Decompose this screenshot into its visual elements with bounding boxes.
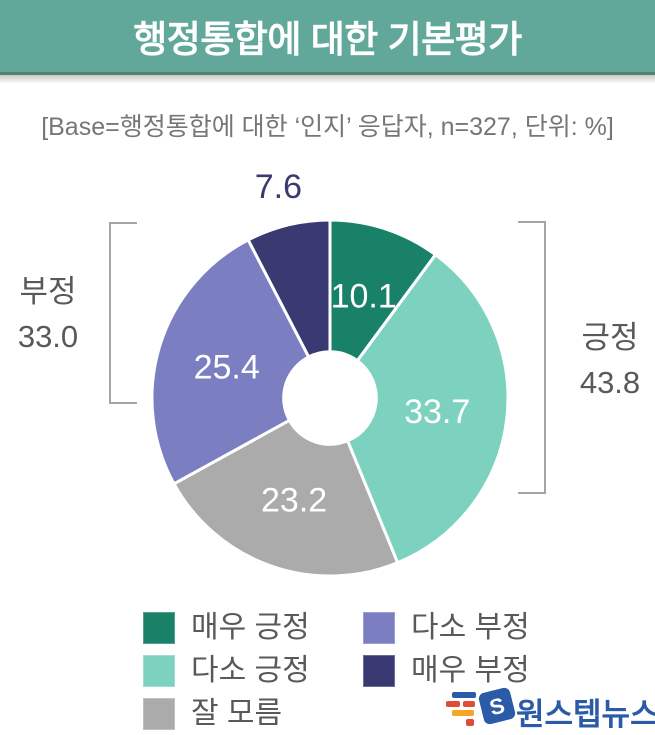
legend-item-4: 매우 부정 <box>363 655 530 687</box>
pie-value-label-1: 33.7 <box>404 393 470 431</box>
legend-label-2: 잘 모름 <box>191 697 283 730</box>
title-banner: 행정통합에 대한 기본평가 <box>0 0 655 75</box>
pie-segment-4 <box>246 218 332 359</box>
legend-swatch-4 <box>363 655 395 687</box>
legend-swatch-3 <box>363 612 395 644</box>
watermark-text: 원스텝뉴스 <box>516 697 655 732</box>
bracket-positive <box>518 221 546 494</box>
legend-item-0: 매우 긍정 <box>143 612 310 644</box>
speed-lines-icon <box>446 692 476 726</box>
pie-value-label-4: 7.6 <box>255 168 302 206</box>
pie-value-label-2: 23.2 <box>261 482 327 520</box>
group-positive-value: 43.8 <box>579 365 641 400</box>
bracket-negative <box>109 222 137 404</box>
pie-segment-1 <box>346 253 510 565</box>
diamond-s-icon: S <box>478 687 516 725</box>
group-positive-name: 긍정 <box>581 320 639 355</box>
legend-label-1: 다소 긍정 <box>191 654 310 687</box>
legend-swatch-2 <box>143 698 175 730</box>
legend-item-3: 다소 부정 <box>363 612 530 644</box>
legend-label-4: 매우 부정 <box>411 654 530 687</box>
group-negative-value: 33.0 <box>17 319 79 354</box>
pie-value-label-3: 25.4 <box>194 349 260 387</box>
pie-segment-0 <box>328 218 437 363</box>
banner-shadow <box>0 75 655 84</box>
pie-segment-2 <box>172 418 400 578</box>
legend-swatch-0 <box>143 612 175 644</box>
legend-item-1: 다소 긍정 <box>143 655 310 687</box>
group-label-negative: 부정 33.0 <box>0 269 98 359</box>
legend-label-0: 매우 긍정 <box>191 611 310 644</box>
watermark-logo-icon: S <box>446 687 516 726</box>
svg-text:S: S <box>487 693 507 721</box>
page-title: 행정통합에 대한 기본평가 <box>133 19 522 60</box>
base-note: [Base=행정통합에 대한 ‘인지’ 응답자, n=327, 단위: %] <box>41 113 614 141</box>
group-negative-name: 부정 <box>19 274 77 309</box>
group-label-positive: 긍정 43.8 <box>560 315 655 405</box>
pie-segments <box>150 218 510 578</box>
pie-segment-3 <box>150 238 311 486</box>
legend-label-3: 다소 부정 <box>411 611 530 644</box>
pie-value-labels: 10.1 33.7 23.2 25.4 7.6 <box>194 168 471 520</box>
legend-swatch-1 <box>143 655 175 687</box>
pie-value-label-0: 10.1 <box>331 277 397 315</box>
legend-item-2: 잘 모름 <box>143 698 282 730</box>
